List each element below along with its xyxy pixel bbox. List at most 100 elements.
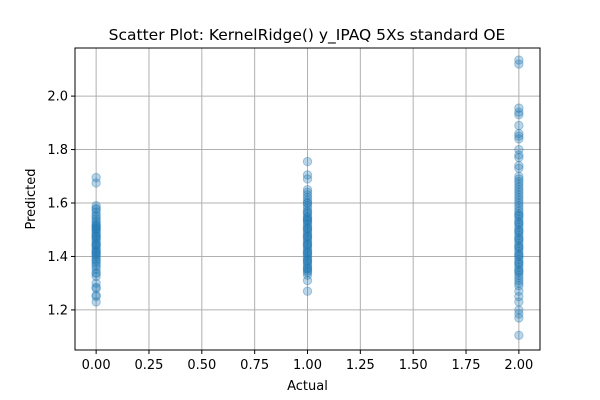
scatter-point <box>302 206 313 216</box>
scatter-point <box>514 254 524 264</box>
scatter-point <box>514 203 524 214</box>
scatter-point <box>302 208 313 219</box>
scatter-point <box>514 259 524 270</box>
scatter-point <box>91 246 101 257</box>
scatter-point <box>91 297 101 307</box>
scatter-point <box>514 238 524 248</box>
scatter-point <box>91 216 101 226</box>
scatter-point <box>91 254 101 264</box>
scatter-point <box>91 283 101 294</box>
scatter-point <box>91 290 101 300</box>
scatter-point <box>91 234 101 244</box>
scatter-point <box>302 190 313 200</box>
scatter-point <box>514 200 524 211</box>
scatter-point <box>91 223 101 234</box>
scatter-point <box>302 170 313 180</box>
scatter-point <box>514 179 524 190</box>
scatter-point <box>514 128 524 139</box>
scatter-point <box>302 267 313 278</box>
scatter-point <box>91 172 101 183</box>
scatter-point <box>514 110 524 120</box>
scatter-point <box>91 221 101 231</box>
scatter-point <box>514 241 524 251</box>
scatter-point <box>91 271 101 282</box>
scatter-point <box>302 266 313 276</box>
scatter-point <box>91 204 101 215</box>
x-tick-label: 1.50 <box>399 358 428 373</box>
scatter-point <box>514 257 524 267</box>
scatter-point <box>514 59 524 69</box>
scatter-point <box>302 258 313 268</box>
plot-frame <box>74 47 541 351</box>
scatter-point <box>514 309 524 319</box>
scatter-point <box>514 313 524 323</box>
scatter-point <box>91 261 101 272</box>
scatter-point <box>302 200 313 211</box>
scatter-point <box>514 330 524 341</box>
scatter-point <box>514 144 524 155</box>
scatter-point <box>91 249 101 259</box>
scatter-point <box>302 263 313 274</box>
scatter-point <box>514 278 524 288</box>
x-tick-label: 0.50 <box>187 358 216 373</box>
scatter-point <box>302 254 313 264</box>
scatter-point <box>91 243 101 254</box>
scatter-point <box>514 242 524 252</box>
scatter-point <box>302 174 313 184</box>
scatter-point <box>91 229 101 239</box>
scatter-point <box>91 218 101 228</box>
y-tick-label: 1.8 <box>47 143 68 158</box>
scatter-point <box>91 224 101 234</box>
scatter-point <box>302 216 313 226</box>
x-tick-label: 2.00 <box>504 358 533 373</box>
scatter-point <box>514 270 524 280</box>
scatter-point <box>514 266 524 276</box>
scatter-point <box>302 184 313 195</box>
scatter-point <box>514 225 524 235</box>
scatter-point <box>91 230 101 241</box>
scatter-point <box>514 281 524 291</box>
scatter-point <box>91 203 101 214</box>
scatter-point <box>514 206 524 216</box>
y-tick-label: 2.0 <box>47 90 68 105</box>
scatter-point <box>302 231 313 242</box>
scatter-point <box>514 291 524 302</box>
scatter-point <box>514 286 524 296</box>
scatter-point <box>91 220 101 230</box>
scatter-point <box>514 174 524 184</box>
scatter-point <box>91 245 101 255</box>
scatter-point <box>514 243 524 254</box>
scatter-point <box>302 248 313 258</box>
scatter-point <box>514 251 524 262</box>
scatter-point <box>514 107 524 117</box>
scatter-point <box>302 218 313 228</box>
scatter-point <box>302 240 313 250</box>
chart-title: Scatter Plot: KernelRidge() y_IPAQ 5Xs s… <box>109 26 506 45</box>
scatter-point <box>302 275 313 286</box>
scatter-point <box>302 228 313 238</box>
x-tick-label: 0.00 <box>82 358 111 373</box>
scatter-point <box>91 269 101 279</box>
scatter-point <box>91 250 101 260</box>
scatter-point <box>302 262 313 272</box>
scatter-point <box>514 249 524 259</box>
scatter-point <box>302 195 313 206</box>
scatter-point <box>91 236 101 246</box>
scatter-point <box>302 255 313 266</box>
scatter-point <box>514 160 524 171</box>
scatter-point <box>514 198 524 208</box>
scatter-point <box>91 267 101 278</box>
x-tick-label: 1.75 <box>452 358 481 373</box>
scatter-point <box>302 215 313 226</box>
scatter-point <box>514 182 524 192</box>
scatter-point <box>514 297 524 307</box>
scatter-point <box>91 238 101 248</box>
scatter-point <box>302 156 313 167</box>
scatter-point <box>91 233 101 243</box>
scatter-point <box>514 214 524 224</box>
scatter-point <box>514 55 524 65</box>
scatter-point <box>91 239 101 250</box>
scatter-point <box>514 150 524 160</box>
scatter-point <box>514 258 524 268</box>
scatter-point <box>91 225 101 235</box>
